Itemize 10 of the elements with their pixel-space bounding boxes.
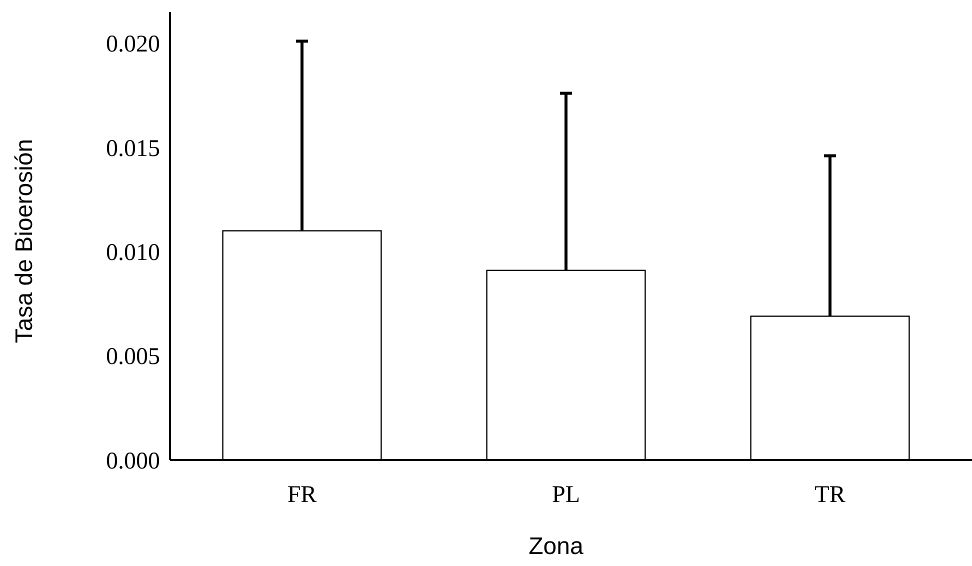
y-tick-label: 0.000: [106, 448, 160, 474]
x-tick-label: PL: [552, 482, 580, 508]
y-tick-label: 0.010: [106, 240, 160, 266]
y-tick-label: 0.020: [106, 32, 160, 58]
x-tick-label: TR: [814, 482, 846, 508]
x-axis-title: Zona: [528, 533, 584, 560]
x-tick-label: FR: [287, 482, 317, 508]
y-tick-label: 0.005: [106, 344, 160, 370]
y-tick-label: 0.015: [106, 136, 160, 162]
y-axis-title: Tasa de Bioerosión: [11, 138, 38, 344]
